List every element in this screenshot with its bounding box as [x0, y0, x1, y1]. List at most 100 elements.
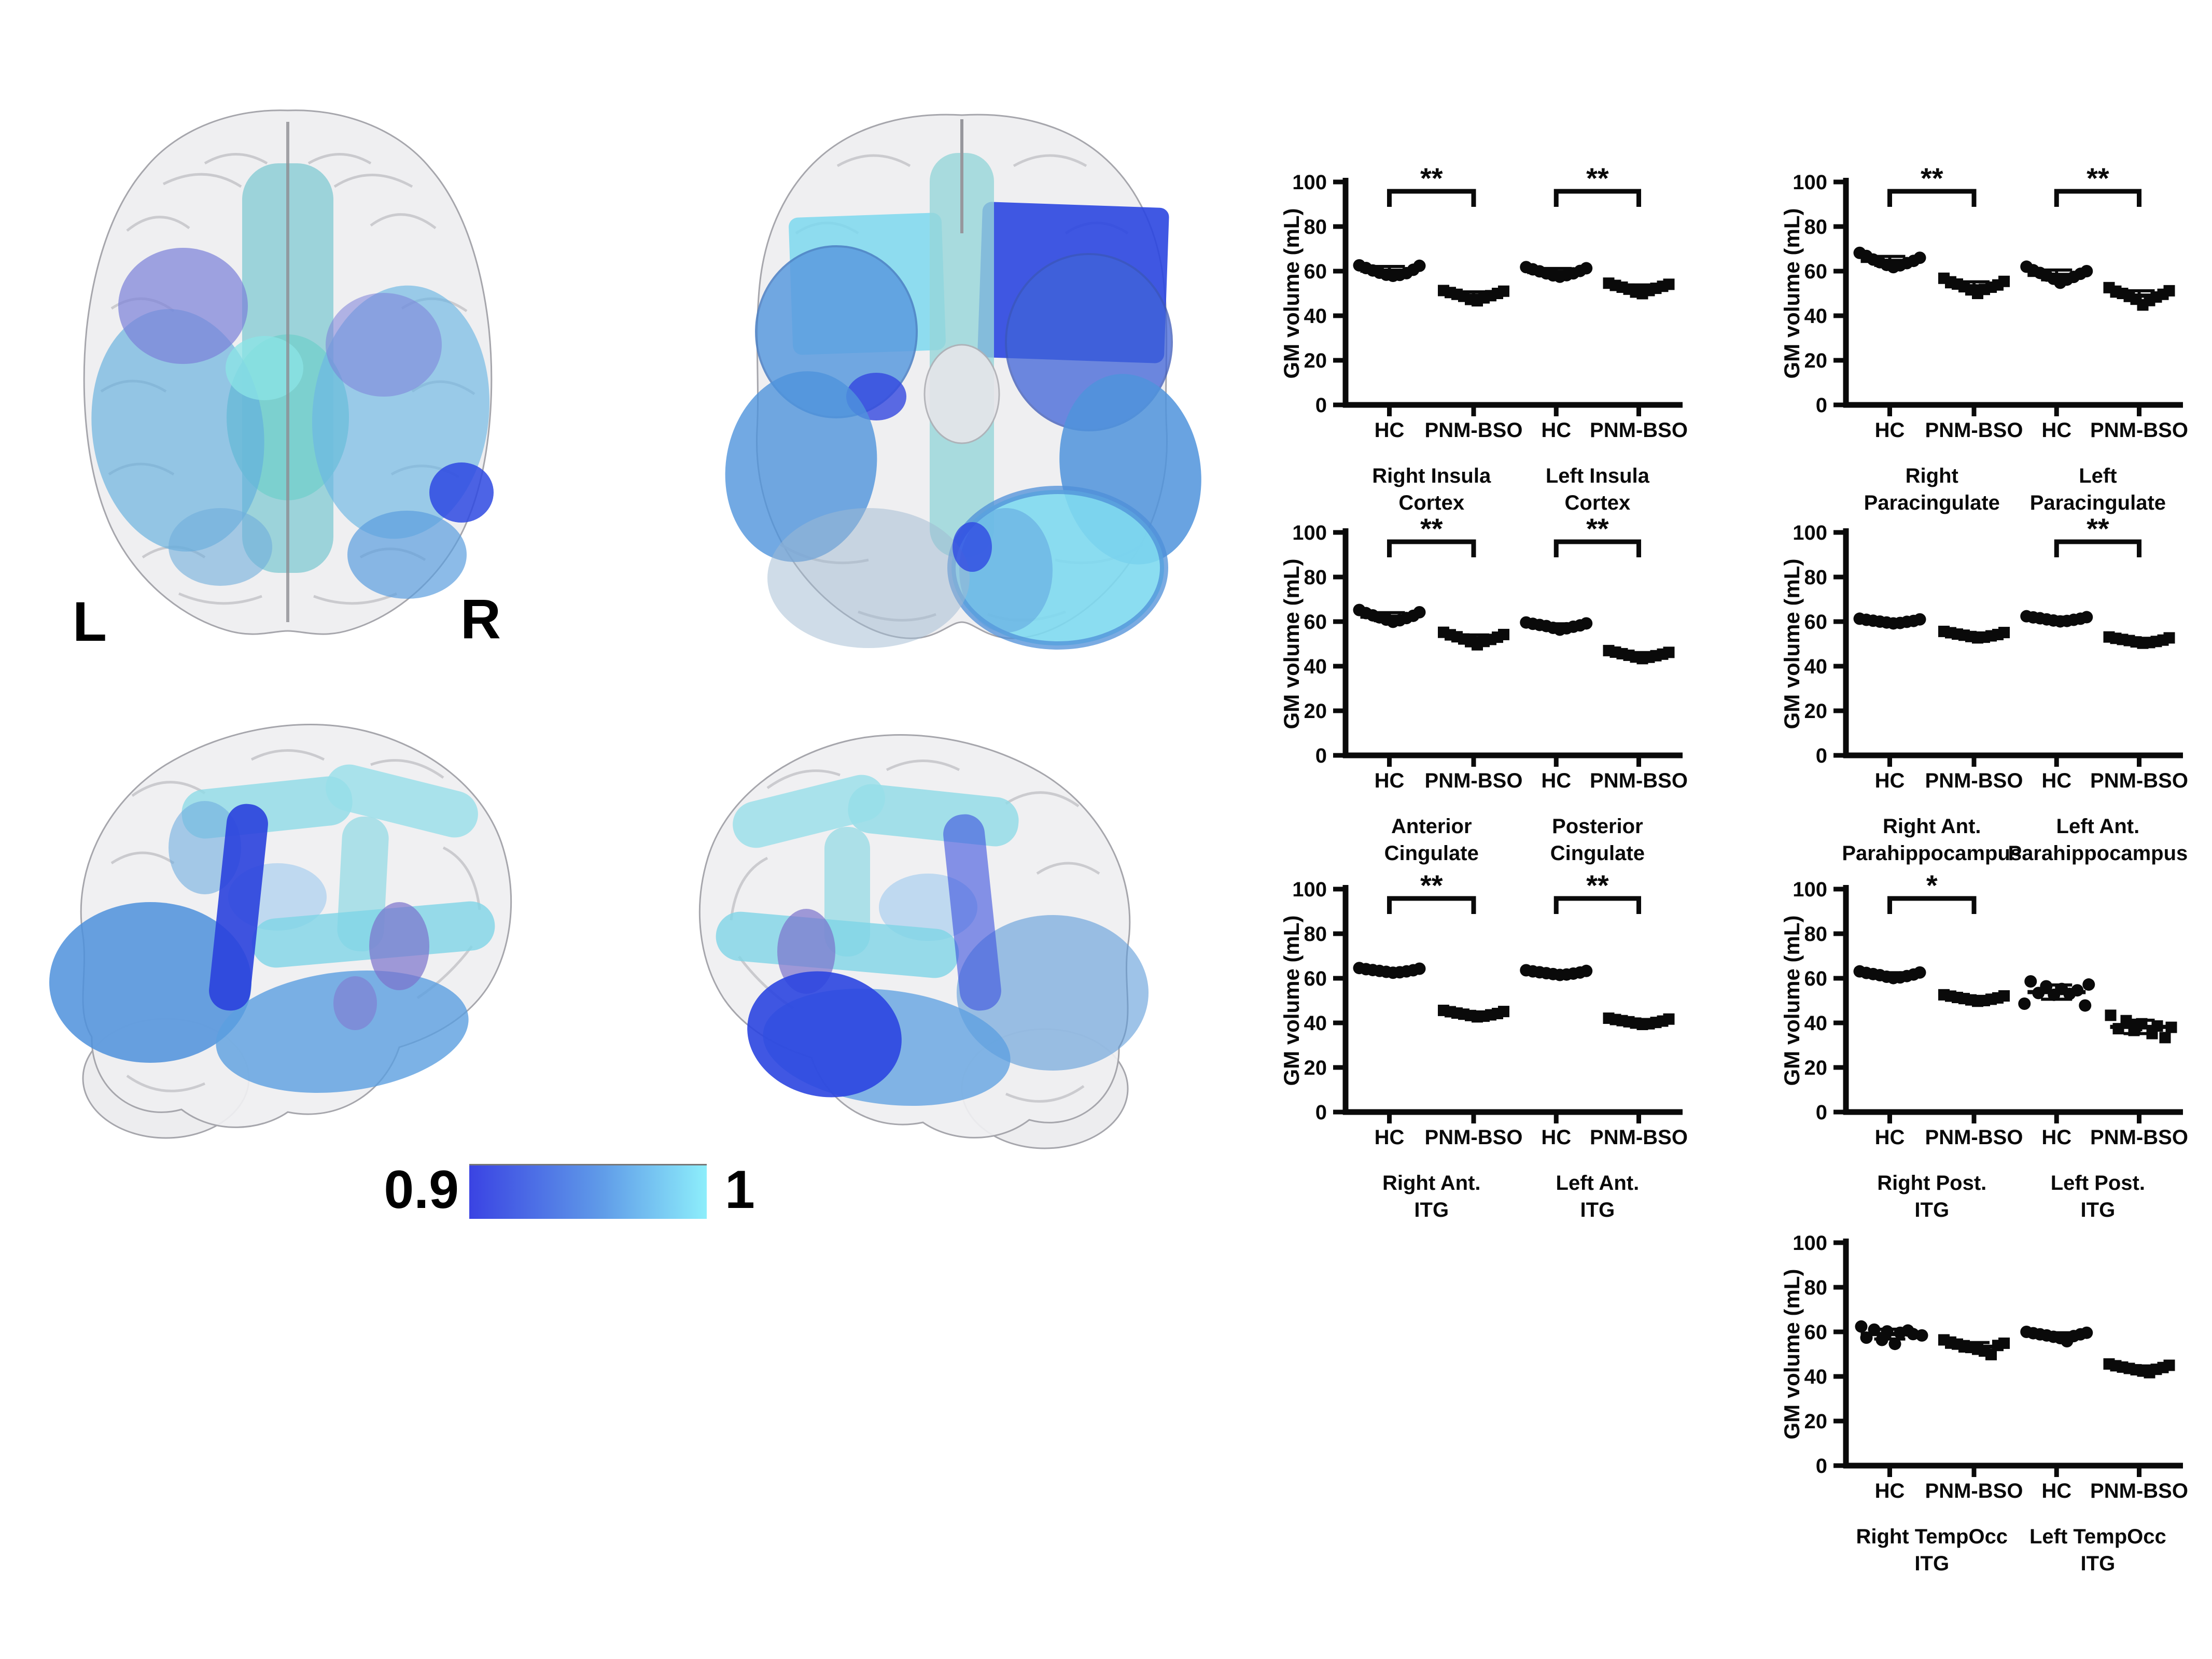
svg-text:PNM-BSO: PNM-BSO	[1925, 769, 2023, 792]
svg-text:Left Insula: Left Insula	[1546, 465, 1650, 487]
svg-text:60: 60	[1304, 260, 1327, 283]
svg-text:Right Ant.: Right Ant.	[1382, 1172, 1481, 1194]
svg-text:PNM-BSO: PNM-BSO	[1590, 419, 1688, 442]
colorbar-min-label: 0.9	[384, 1160, 459, 1220]
svg-text:40: 40	[1304, 1012, 1327, 1035]
scatter-panel-parahippocampus: 0 20 40 60 80 100 GM volume (mL) HC PNM-BSO HC PNM…	[1784, 514, 2212, 887]
svg-text:20: 20	[1304, 1057, 1327, 1079]
svg-text:Right: Right	[1906, 465, 1958, 487]
svg-text:Anterior: Anterior	[1391, 815, 1472, 838]
svg-text:40: 40	[1304, 655, 1327, 678]
svg-text:0: 0	[1315, 744, 1327, 767]
svg-text:60: 60	[1804, 611, 1828, 634]
svg-text:100: 100	[1292, 522, 1327, 544]
svg-text:80: 80	[1804, 1276, 1828, 1299]
scatter-panel-tempocc-itg: 0 20 40 60 80 100 GM volume (mL) HC PNM-BSO HC PNM…	[1784, 1224, 2212, 1597]
svg-text:HC: HC	[2041, 769, 2071, 792]
svg-text:20: 20	[1804, 1410, 1828, 1433]
svg-text:Left Ant.: Left Ant.	[1556, 1172, 1640, 1194]
svg-text:Cortex: Cortex	[1565, 491, 1631, 514]
overlap-colorbar	[469, 1164, 707, 1219]
scatter-chart-cingulate: 0 20 40 60 80 100 GM volume (mL) HC PNM-BSO HC PNM…	[1283, 514, 1688, 865]
svg-text:PNM-BSO: PNM-BSO	[2090, 419, 2188, 442]
svg-text:**: **	[1420, 163, 1443, 194]
svg-text:HC: HC	[1875, 1126, 1905, 1149]
svg-text:PNM-BSO: PNM-BSO	[1925, 1126, 2023, 1149]
svg-text:100: 100	[1793, 1232, 1827, 1255]
scatter-panel-insula-cortex: 0 20 40 60 80 100 GM volume (mL) HC PNM-BSO HC PNM…	[1283, 163, 1724, 537]
svg-text:PNM-BSO: PNM-BSO	[1425, 769, 1523, 792]
svg-text:80: 80	[1804, 923, 1828, 946]
svg-text:**: **	[1420, 870, 1443, 902]
left-hemisphere-label: L	[73, 590, 107, 653]
svg-text:100: 100	[1292, 878, 1327, 901]
svg-text:100: 100	[1793, 878, 1827, 901]
svg-text:Right Insula: Right Insula	[1372, 465, 1491, 487]
svg-text:Right TempOcc: Right TempOcc	[1856, 1525, 2008, 1548]
svg-text:GM volume (mL): GM volume (mL)	[1784, 915, 1804, 1086]
svg-text:Cingulate: Cingulate	[1550, 842, 1645, 865]
scatter-chart-post_itg: 0 20 40 60 80 100 GM volume (mL) HC PNM-BSO HC PNM…	[1784, 870, 2188, 1221]
svg-text:Left TempOcc: Left TempOcc	[2029, 1525, 2166, 1548]
scatter-chart-parahippocampus: 0 20 40 60 80 100 GM volume (mL) HC PNM-BSO HC PNM…	[1784, 514, 2188, 865]
svg-text:40: 40	[1804, 1012, 1828, 1035]
svg-text:0: 0	[1816, 744, 1827, 767]
svg-text:60: 60	[1804, 967, 1828, 990]
svg-text:ITG: ITG	[1914, 1199, 1949, 1221]
svg-text:PNM-BSO: PNM-BSO	[1925, 419, 2023, 442]
svg-text:HC: HC	[2041, 419, 2071, 442]
svg-text:**: **	[1586, 870, 1609, 902]
svg-text:60: 60	[1304, 967, 1327, 990]
svg-text:HC: HC	[1541, 769, 1571, 792]
svg-text:HC: HC	[1875, 419, 1905, 442]
svg-text:PNM-BSO: PNM-BSO	[1425, 419, 1523, 442]
scatter-panel-anterior-itg: 0 20 40 60 80 100 GM volume (mL) HC PNM-BSO HC PNM…	[1283, 870, 1724, 1244]
svg-text:HC: HC	[2041, 1480, 2071, 1502]
svg-text:**: **	[1586, 514, 1609, 545]
svg-text:ITG: ITG	[2081, 1552, 2116, 1575]
svg-text:20: 20	[1304, 700, 1327, 723]
svg-text:PNM-BSO: PNM-BSO	[1425, 1126, 1523, 1149]
svg-text:GM volume (mL): GM volume (mL)	[1784, 208, 1804, 378]
svg-text:Cingulate: Cingulate	[1384, 842, 1479, 865]
svg-text:20: 20	[1304, 349, 1327, 372]
svg-text:Left Ant.: Left Ant.	[2056, 815, 2140, 838]
svg-text:Left: Left	[2079, 465, 2117, 487]
svg-text:Paracingulate: Paracingulate	[2030, 491, 2166, 514]
svg-text:PNM-BSO: PNM-BSO	[1590, 769, 1688, 792]
svg-text:HC: HC	[1375, 769, 1405, 792]
brain-sagittal-left-view	[49, 724, 512, 1139]
svg-text:PNM-BSO: PNM-BSO	[2090, 769, 2188, 792]
svg-text:HC: HC	[1875, 1480, 1905, 1502]
svg-text:PNM-BSO: PNM-BSO	[2090, 1126, 2188, 1149]
svg-text:60: 60	[1304, 611, 1327, 634]
svg-text:GM volume (mL): GM volume (mL)	[1784, 1269, 1804, 1439]
svg-text:60: 60	[1804, 260, 1828, 283]
scatter-panel-cingulate: 0 20 40 60 80 100 GM volume (mL) HC PNM-BSO HC PNM…	[1283, 514, 1724, 887]
svg-text:**: **	[2087, 514, 2109, 545]
svg-text:Parahippocampus: Parahippocampus	[1842, 842, 2022, 865]
svg-text:40: 40	[1804, 305, 1828, 328]
svg-text:**: **	[2087, 163, 2109, 194]
svg-text:20: 20	[1804, 349, 1828, 372]
svg-text:HC: HC	[1375, 1126, 1405, 1149]
svg-text:0: 0	[1816, 1101, 1827, 1124]
svg-text:**: **	[1420, 514, 1443, 545]
right-hemisphere-label: R	[460, 587, 501, 650]
svg-text:Paracingulate: Paracingulate	[1864, 491, 2000, 514]
svg-text:20: 20	[1804, 700, 1828, 723]
svg-text:GM volume (mL): GM volume (mL)	[1283, 208, 1304, 378]
svg-text:PNM-BSO: PNM-BSO	[1590, 1126, 1688, 1149]
svg-text:40: 40	[1304, 305, 1327, 328]
svg-text:**: **	[1586, 163, 1609, 194]
svg-text:HC: HC	[1541, 419, 1571, 442]
svg-text:GM volume (mL): GM volume (mL)	[1784, 558, 1804, 729]
svg-text:0: 0	[1315, 1101, 1327, 1124]
scatter-chart-insula: 0 20 40 60 80 100 GM volume (mL) HC PNM-BSO HC PNM…	[1283, 163, 1688, 514]
svg-text:Posterior: Posterior	[1552, 815, 1643, 838]
svg-text:GM volume (mL): GM volume (mL)	[1283, 558, 1304, 729]
svg-text:100: 100	[1793, 171, 1827, 194]
colorbar-max-label: 1	[725, 1160, 755, 1220]
svg-text:80: 80	[1804, 566, 1828, 589]
